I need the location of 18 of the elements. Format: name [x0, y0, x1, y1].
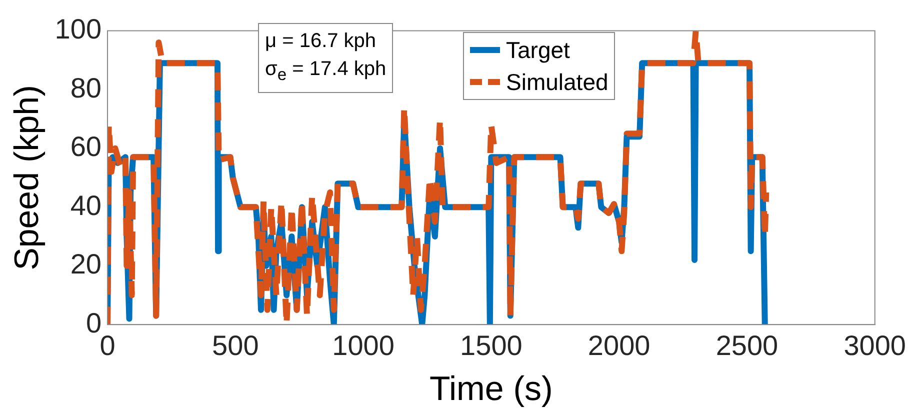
y-tick-label: 40	[70, 190, 102, 221]
x-tick-label: 1000	[332, 330, 394, 362]
y-tick-label: 60	[70, 131, 102, 162]
x-tick-label: 500	[212, 330, 259, 362]
x-tick-label: 2500	[716, 330, 778, 362]
annotation: μ = 16.7 kph	[265, 29, 378, 54]
annotation: σ$_{e}$ = 17.4 kph	[265, 57, 386, 86]
y-tick-label: 0	[86, 307, 102, 338]
y-tick-label: 80	[70, 72, 102, 104]
x-tick-label: 1500	[460, 330, 522, 362]
y-axis-title: Speed (kph)	[8, 85, 46, 270]
x-tick-label: 2000	[588, 330, 650, 362]
y-tick-label: 20	[70, 248, 102, 280]
x-axis-title: Time (s)	[429, 370, 553, 408]
y-tick-label: 100	[54, 14, 102, 45]
legend-label: Simulated	[506, 68, 608, 97]
legend-label: Target	[506, 36, 570, 65]
x-tick-label: 3000	[844, 330, 906, 362]
